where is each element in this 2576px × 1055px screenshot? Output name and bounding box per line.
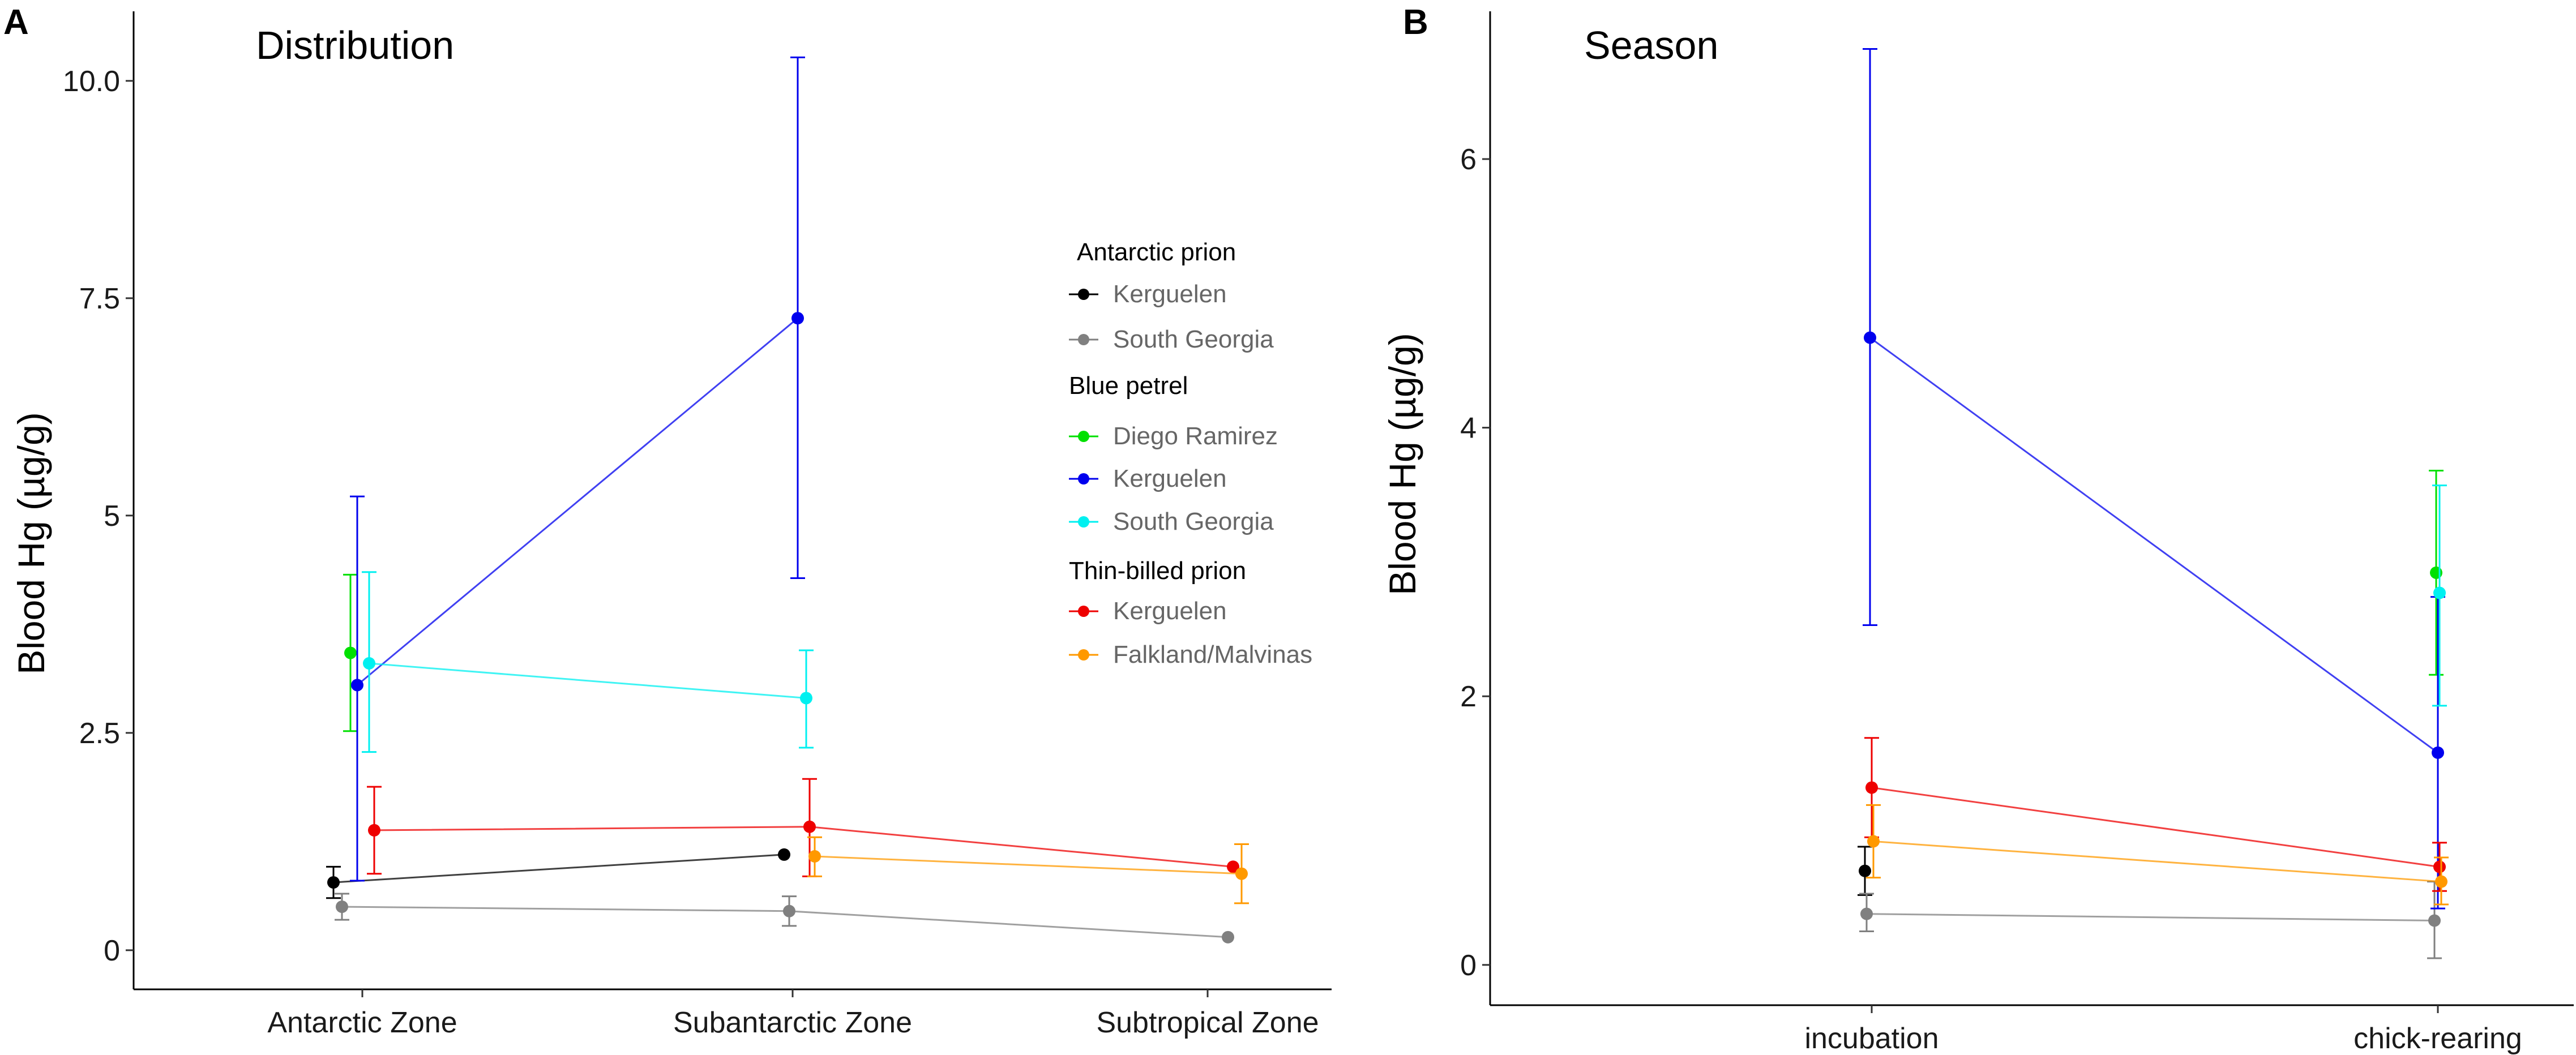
series-line [814,855,1242,875]
legend-key-dot [1078,606,1089,617]
data-point [2430,566,2442,579]
data-point [336,900,348,914]
series-line [1866,913,2435,922]
data-point [344,646,357,659]
legend-item-label: South Georgia [1113,325,1274,353]
legend-item-label: Kerguelen [1113,597,1227,625]
legend-key-dot [1078,649,1089,661]
y-tick-label: 4 [1460,412,1477,445]
panel-b-letter: B [1403,3,1428,42]
y-tick-label: 0 [1460,949,1477,982]
y-tick-label: 7.5 [79,282,120,315]
legend-item-label: Falkland/Malvinas [1113,641,1312,668]
data-point [783,904,795,917]
series-line [374,826,1234,868]
data-point [2433,586,2446,599]
x-tick-label: Antarctic Zone [267,1006,457,1039]
panel-a-title: Distribution [256,23,454,67]
legend-item-label: Kerguelen [1113,465,1227,492]
y-tick-label: 10.0 [63,65,120,98]
y-tick-label: 0 [104,934,120,967]
data-point [1864,331,1876,344]
y-tick-label: 5 [104,500,120,533]
legend-group-title: Thin-billed prion [1069,557,1246,585]
data-point [1222,930,1234,944]
series-line [357,318,798,686]
data-point [351,679,363,692]
legend: Antarctic prion Kerguelen South Georgia … [1069,238,1312,668]
series-line [1871,787,2440,868]
data-point [2428,914,2441,927]
panel-a: A Distribution Blood Hg (µg/g) 0 2.5 5 7.5 1… [3,3,1332,1039]
data-point [2433,860,2446,873]
x-tick-label: Subtropical Zone [1096,1006,1319,1039]
series-line [333,854,785,884]
data-point [1227,860,1239,873]
series-line [1873,840,2442,883]
legend-key-dot [1078,431,1089,442]
legend-item-label: South Georgia [1113,508,1274,535]
panel-a-letter: A [3,3,29,42]
series-line [369,662,807,699]
data-point [368,824,380,837]
data-point [800,692,812,705]
data-point [1865,781,1878,794]
panel-b: B Season Blood Hg (µg/g) 0 2 4 6 incubation c… [1381,3,2574,1055]
x-tick-label: chick-rearing [2354,1022,2522,1055]
y-tick-label: 2 [1460,680,1477,713]
legend-group-title: Antarctic prion [1077,238,1236,266]
data-point [1867,835,1880,848]
data-point [1860,907,1873,920]
legend-group-title: Blue petrel [1069,372,1188,400]
data-point [1235,867,1248,880]
y-tick-label: 2.5 [79,717,120,750]
data-point [2432,746,2444,759]
data-point [778,848,790,861]
legend-key-dot [1078,516,1089,528]
data-point [2435,875,2447,888]
data-point [363,657,375,670]
legend-key-dot [1078,473,1089,484]
panel-b-title: Season [1584,23,1718,67]
x-tick-label: incubation [1804,1022,1939,1055]
panel-a-ylabel: Blood Hg (µg/g) [10,412,52,675]
data-point [803,820,816,833]
legend-item-label: Diego Ramirez [1113,422,1278,450]
panel-b-ticks: 0 2 4 6 incubation chick-rearing [1460,143,2522,1055]
data-point [791,312,804,325]
y-tick-label: 6 [1460,143,1477,176]
x-tick-label: Subantarctic Zone [673,1006,912,1039]
data-point [808,850,821,863]
legend-key-dot [1078,334,1089,345]
panel-b-ylabel: Blood Hg (µg/g) [1381,333,1423,595]
panel-a-marks [326,56,1249,944]
data-point [1859,864,1871,877]
panel-b-marks [1858,48,2449,959]
series-line [1869,337,2438,754]
legend-key-dot [1078,289,1089,300]
legend-keys [1069,289,1098,661]
panel-a-ticks: 0 2.5 5 7.5 10.0 Antarctic Zone Subantarctic Z… [63,65,1319,1039]
data-point [327,876,340,889]
legend-item-label: Kerguelen [1113,280,1227,308]
